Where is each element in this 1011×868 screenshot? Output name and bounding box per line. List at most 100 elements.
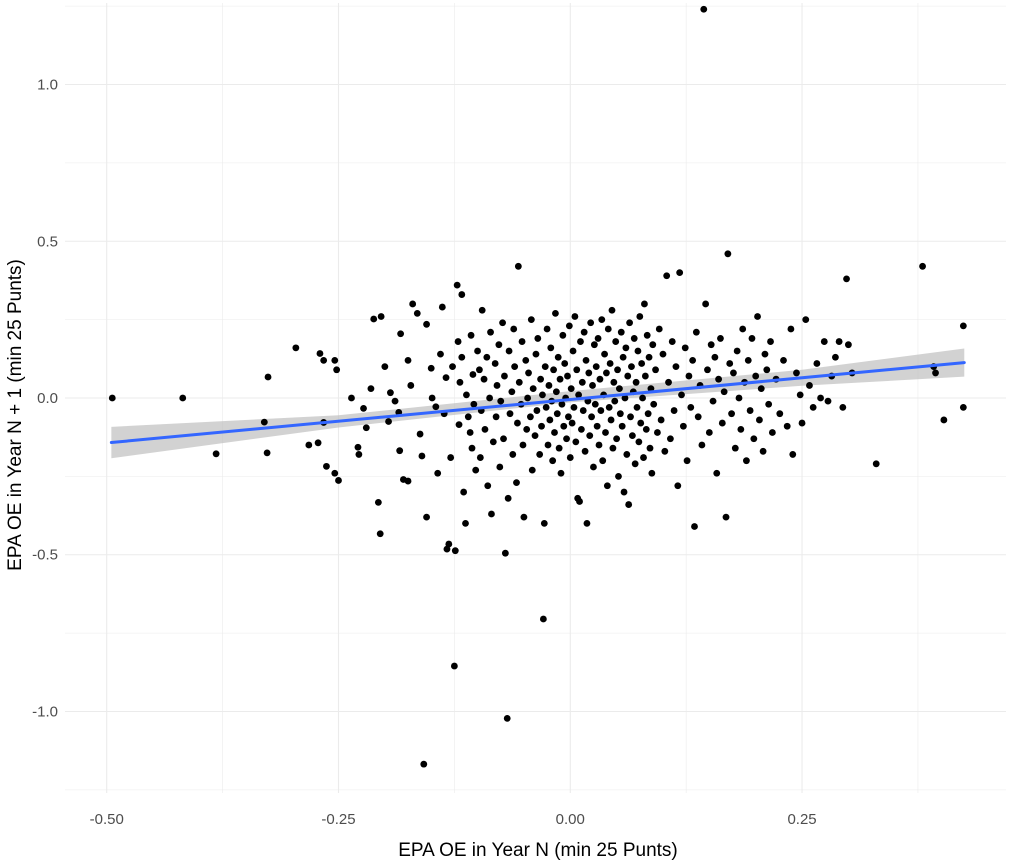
data-point: [582, 356, 590, 364]
data-point: [518, 338, 526, 345]
data-point: [525, 369, 532, 377]
data-point: [579, 407, 587, 414]
data-point: [601, 350, 608, 358]
data-point: [802, 316, 810, 324]
data-point: [594, 335, 602, 342]
data-point: [581, 447, 589, 455]
data-point: [959, 322, 967, 330]
data-point: [264, 373, 272, 381]
data-point: [572, 438, 580, 446]
data-point: [466, 429, 474, 436]
data-point: [624, 372, 632, 380]
data-point: [505, 347, 513, 355]
data-point: [404, 356, 412, 364]
data-point: [550, 366, 557, 374]
data-point: [596, 375, 604, 383]
data-point: [687, 404, 695, 411]
data-point: [798, 419, 806, 427]
data-point: [560, 422, 568, 430]
data-point: [292, 344, 300, 352]
data-point: [552, 388, 560, 396]
trend-line: [109, 361, 966, 445]
data-point: [639, 394, 646, 402]
data-point: [506, 410, 514, 418]
data-point: [545, 382, 553, 389]
data-point: [511, 363, 519, 371]
data-point: [454, 338, 462, 345]
data-point: [523, 425, 531, 433]
data-point: [442, 374, 450, 382]
data-point: [718, 419, 726, 427]
data-point: [541, 363, 549, 371]
data-point: [423, 513, 430, 521]
data-point: [404, 477, 412, 485]
data-point: [491, 360, 499, 367]
data-point: [650, 400, 658, 408]
data-point: [616, 385, 623, 392]
data-point: [603, 482, 611, 490]
data-point: [635, 438, 643, 446]
data-point: [484, 482, 492, 490]
data-point: [691, 523, 698, 530]
data-point: [553, 410, 561, 418]
data-point: [655, 325, 663, 333]
data-point: [739, 325, 747, 333]
data-point: [604, 325, 612, 333]
data-point: [787, 325, 795, 333]
data-point: [622, 344, 630, 352]
x-tick-label: 0.00: [556, 811, 585, 828]
data-point: [681, 344, 689, 352]
data-point: [607, 416, 615, 424]
data-point: [510, 325, 518, 333]
data-point: [661, 447, 669, 455]
data-point: [628, 363, 635, 371]
data-point: [663, 272, 671, 280]
data-point: [678, 391, 685, 399]
data-point: [824, 397, 832, 405]
data-point: [377, 313, 385, 320]
data-point: [638, 360, 646, 367]
data-point: [608, 306, 616, 314]
data-point: [668, 338, 676, 345]
data-point: [522, 356, 530, 364]
data-point: [385, 418, 392, 425]
data-point: [648, 469, 656, 477]
data-point: [843, 275, 850, 283]
data-point: [565, 413, 572, 421]
data-point: [641, 372, 649, 380]
data-point: [503, 714, 511, 722]
data-point: [370, 315, 378, 323]
data-point: [566, 454, 574, 461]
data-point: [593, 422, 601, 430]
data-point: [333, 366, 341, 374]
data-point: [642, 425, 650, 433]
data-point: [610, 378, 618, 386]
data-point: [458, 291, 466, 298]
data-point: [737, 425, 745, 433]
data-point: [717, 335, 724, 342]
data-point: [547, 344, 555, 352]
data-point: [470, 400, 478, 408]
data-point: [633, 404, 641, 411]
x-tick-label: -0.25: [321, 811, 355, 828]
data-point: [577, 425, 585, 433]
data-point: [513, 479, 520, 487]
data-point: [713, 469, 721, 477]
data-point: [397, 330, 405, 338]
data-point: [839, 404, 847, 411]
data-point: [458, 353, 466, 361]
data-point: [832, 353, 839, 361]
data-point: [589, 382, 596, 389]
x-axis-title: EPA OE in Year N (min 25 Punts): [398, 840, 678, 861]
data-point: [497, 397, 505, 405]
data-point: [618, 422, 626, 430]
data-point: [464, 413, 472, 421]
data-point: [763, 366, 771, 374]
data-point: [528, 466, 536, 474]
data-point: [715, 375, 723, 383]
data-point: [598, 316, 606, 324]
data-point: [597, 407, 605, 414]
data-point: [455, 421, 463, 429]
data-point: [700, 5, 708, 13]
data-point: [746, 407, 754, 414]
